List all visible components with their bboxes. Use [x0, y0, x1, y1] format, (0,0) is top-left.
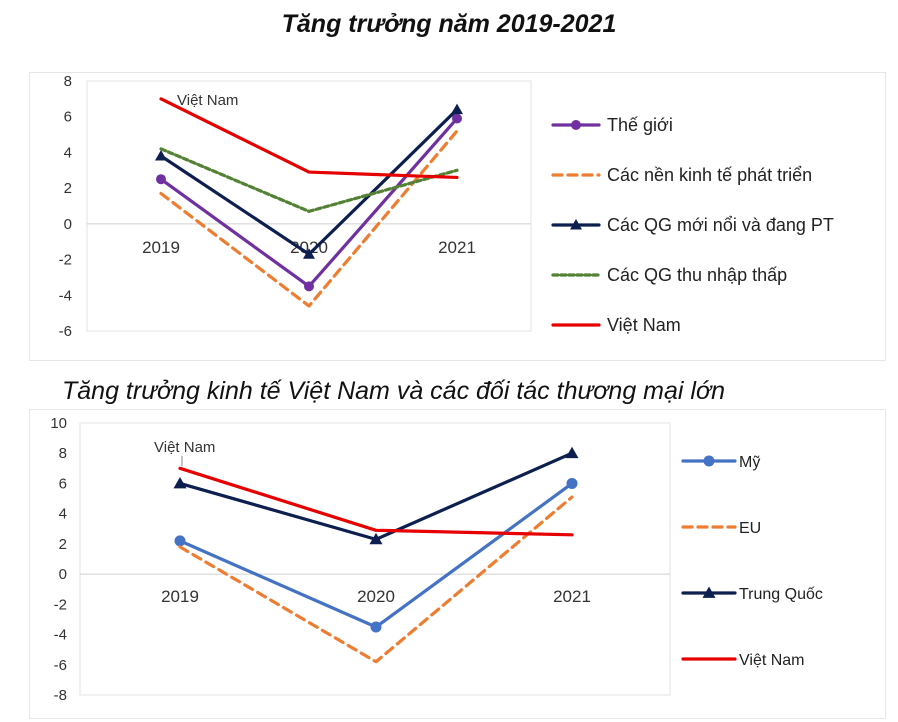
chart-1-series-line: [159, 147, 459, 213]
chart-2-legend-label: Mỹ: [739, 454, 760, 471]
chart-2-legend-label: Việt Nam: [739, 652, 805, 669]
chart-2-y-tick-label: 8: [59, 445, 67, 462]
chart-1-y-tick-label: 2: [64, 180, 72, 197]
chart-2-y-tick-label: 0: [59, 566, 67, 583]
chart-2-annotation: Việt Nam: [154, 439, 215, 456]
chart-2-y-tick-label: 2: [59, 536, 67, 553]
chart-2-title: Tăng trưởng kinh tế Việt Nam và các đối …: [62, 377, 725, 405]
chart-1-y-tick-label: -6: [59, 323, 72, 340]
chart-2-y-tick-label: -8: [54, 687, 67, 704]
chart-2-y-tick-label: -4: [54, 627, 67, 644]
chart-1-data-point: [155, 150, 167, 161]
chart-2-data-point: [370, 621, 382, 633]
chart-1-legend-label: Việt Nam: [607, 315, 681, 335]
chart-2-legend-label: Trung Quốc: [739, 586, 823, 603]
chart-2-y-tick-label: 10: [50, 415, 67, 432]
chart-2-data-point: [566, 477, 578, 489]
chart-1-legend-label: Các QG mới nổi và đang PT: [607, 215, 834, 235]
chart-2-data-point: [369, 532, 383, 545]
chart-2-series-line: [178, 466, 574, 537]
chart-2-x-tick-label: 2021: [553, 587, 591, 606]
chart-1-x-tick-label: 2019: [142, 238, 180, 257]
chart-2-data-point: [173, 476, 187, 489]
chart-1-y-tick-label: 0: [64, 216, 72, 233]
chart-1-data-point: [156, 174, 166, 185]
chart-1-series-line: [159, 97, 459, 180]
chart-1-legend-label: Các QG thu nhập thấp: [607, 265, 787, 285]
chart-2-x-tick-label: 2019: [161, 587, 199, 606]
chart-2-legend-marker: [703, 455, 715, 467]
chart-2-x-tick-label: 2020: [357, 587, 395, 606]
chart-1-legend-marker: [571, 120, 581, 130]
chart-1-legend-label: Thế giới: [607, 115, 673, 135]
chart-1-data-point: [304, 281, 314, 292]
chart-2-plot-area: [79, 422, 671, 696]
chart-1-legend-label: Các nền kinh tế phát triển: [607, 165, 812, 185]
chart-2-y-tick-label: 6: [59, 475, 67, 492]
chart-1-y-tick-label: -2: [59, 252, 72, 269]
chart-1-plot-area: [86, 80, 532, 332]
chart-2-y-tick-label: -2: [54, 596, 67, 613]
chart-1-annotation: Việt Nam: [177, 92, 238, 109]
chart-2-data-point: [565, 446, 579, 459]
chart-1-data-point: [303, 248, 315, 259]
chart-1-y-tick-label: 6: [64, 109, 72, 126]
chart-2-legend-marker: [702, 586, 716, 598]
chart-1-y-tick-label: 8: [64, 73, 72, 90]
chart-1-title: Tăng trưởng năm 2019-2021: [281, 10, 617, 38]
chart-2-panel: [29, 409, 886, 719]
chart-1-data-point: [452, 113, 462, 124]
chart-1-y-tick-label: -4: [59, 287, 72, 304]
chart-1-x-tick-label: 2021: [438, 238, 476, 257]
chart-1-data-point: [451, 103, 463, 115]
chart-2-data-point: [174, 535, 186, 547]
chart-2-legend-label: EU: [739, 520, 761, 537]
chart-2-series-line: [178, 495, 574, 664]
chart-2-y-tick-label: 4: [59, 506, 67, 523]
chart-1-series-line: [159, 129, 459, 308]
chart-2-y-tick-label: -6: [54, 657, 67, 674]
chart-1-legend-marker: [570, 219, 582, 230]
chart-1-y-tick-label: 4: [64, 144, 72, 161]
